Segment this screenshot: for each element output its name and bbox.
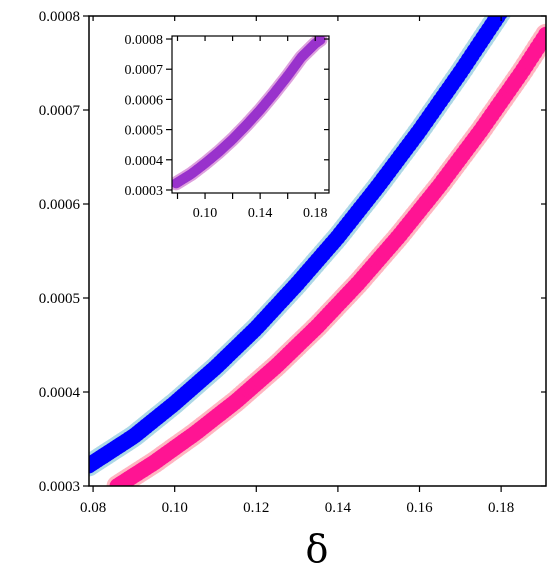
inset-series-1-point xyxy=(315,36,326,45)
inset-y-tick-label: 0.0005 xyxy=(125,124,164,139)
main-series-1-point xyxy=(504,0,520,3)
main-x-tick-label: 0.18 xyxy=(488,500,514,516)
main-y-tick-label: 0.0008 xyxy=(39,9,80,25)
main-plot-frame xyxy=(88,15,547,487)
main-series-1-point xyxy=(501,16,505,17)
inset-y-tick-label: 0.0007 xyxy=(125,63,164,78)
main-y-tick-label: 0.0006 xyxy=(39,197,81,213)
inset-x-tick-label: 0.10 xyxy=(193,206,218,221)
main-y-tick-label: 0.0003 xyxy=(39,479,80,495)
main-series-1-point xyxy=(498,0,514,12)
main-x-tick-label: 0.08 xyxy=(80,500,106,516)
main-y-axis: 0.0003 0.0004 0.0005 0.0006 0.0007 0.0008 xyxy=(39,9,546,495)
x-axis-title: δ xyxy=(306,527,329,571)
main-y-tick-label: 0.0004 xyxy=(39,385,81,401)
inset-y-tick-label: 0.0003 xyxy=(125,184,164,199)
main-x-tick-label: 0.16 xyxy=(406,500,433,516)
main-series-0-point xyxy=(495,0,517,15)
main-plot: 0.08 0.10 0.12 0.14 0.16 0.18 0.00030.00040.0… xyxy=(39,0,547,571)
main-series-1-point xyxy=(493,16,508,21)
inset-plot-frame xyxy=(171,35,330,194)
inset-y-tick-label: 0.0008 xyxy=(125,33,164,48)
main-x-axis: 0.08 0.10 0.12 0.14 0.16 0.18 xyxy=(80,16,514,516)
inset-plot: 0.10 0.14 0.18 0.00030.00040.00050.00060.0… xyxy=(125,33,330,221)
inset-y-tick-label: 0.0004 xyxy=(125,154,164,169)
main-x-tick-label: 0.10 xyxy=(162,500,188,516)
inset-series-layer xyxy=(172,36,328,191)
main-series-1 xyxy=(89,0,520,474)
main-series-3 xyxy=(109,26,546,486)
inset-series-1 xyxy=(172,36,326,189)
main-y-tick-label: 0.0005 xyxy=(39,291,80,307)
inset-x-tick-label: 0.18 xyxy=(303,206,328,221)
main-y-tick-label: 0.0007 xyxy=(39,103,81,119)
inset-x-tick-label: 0.14 xyxy=(248,206,273,221)
main-series-0-point xyxy=(498,0,520,11)
main-x-tick-label: 0.12 xyxy=(243,500,269,516)
main-series-0-point xyxy=(504,0,526,2)
main-x-tick-label: 0.14 xyxy=(325,500,352,516)
inset-x-axis: 0.10 0.14 0.18 xyxy=(176,36,328,221)
main-series-3-point xyxy=(538,26,546,43)
inset-y-tick-label: 0.0006 xyxy=(125,93,164,108)
main-series-0-point xyxy=(501,0,523,6)
inset-y-axis: 0.0003 0.0004 0.0005 0.0006 0.0007 0.0008 xyxy=(125,33,329,199)
main-series-layer xyxy=(89,0,546,486)
main-series-1-point xyxy=(501,0,517,8)
